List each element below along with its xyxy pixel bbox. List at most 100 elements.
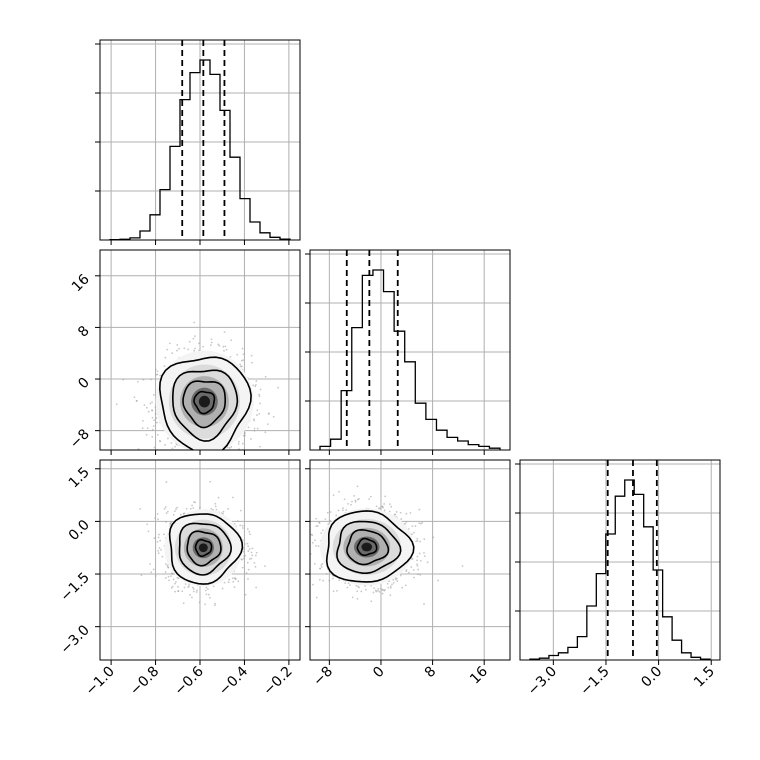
scatter-panel-p0-p2: [99, 459, 301, 661]
sample-point: [264, 431, 267, 434]
sample-point: [320, 564, 323, 567]
x-tick-label: −0.4: [216, 663, 251, 698]
sample-point: [303, 551, 305, 553]
sample-point: [409, 512, 412, 514]
sample-point: [241, 539, 244, 542]
sample-point: [157, 518, 159, 521]
sample-point: [400, 518, 403, 520]
sample-point: [140, 574, 143, 577]
sample-point: [243, 555, 246, 558]
sample-point: [218, 456, 220, 458]
sample-point: [416, 559, 418, 562]
sample-point: [213, 604, 216, 607]
sample-point: [217, 496, 220, 499]
sample-point: [205, 586, 208, 589]
sample-point: [167, 575, 170, 578]
x-tick-label: 0.0: [638, 664, 665, 691]
sample-point: [230, 446, 233, 448]
density-region: [198, 395, 210, 408]
y-tick-label: −3.0: [57, 622, 92, 657]
sample-point: [277, 386, 280, 389]
sample-point: [152, 425, 155, 427]
sample-point: [184, 583, 187, 585]
sample-point: [239, 365, 242, 368]
sample-point: [383, 509, 386, 512]
sample-point: [151, 409, 153, 412]
sample-point: [395, 578, 397, 581]
x-tick-label: −1.5: [577, 664, 612, 699]
sample-point: [343, 498, 346, 501]
sample-point: [217, 343, 220, 346]
sample-point: [316, 525, 319, 527]
x-tick-label: 0: [370, 664, 388, 682]
sample-point: [141, 427, 144, 430]
sample-point: [175, 508, 177, 511]
sample-point: [192, 588, 195, 590]
sample-point: [176, 344, 179, 346]
sample-point: [236, 520, 239, 522]
sample-point: [338, 579, 341, 582]
sample-point: [173, 510, 176, 513]
sample-point: [253, 418, 255, 421]
sample-point: [187, 348, 189, 351]
y-tick-label: −8: [67, 426, 93, 452]
sample-point: [318, 578, 321, 581]
density-region: [361, 542, 373, 552]
y-tick-label: 0.0: [66, 517, 93, 544]
sample-point: [181, 590, 184, 593]
sample-point: [407, 571, 410, 574]
sample-point: [421, 521, 424, 524]
sample-point: [210, 507, 213, 510]
sample-point: [236, 353, 239, 356]
sample-point: [154, 575, 157, 577]
sample-point: [198, 342, 200, 345]
sample-point: [212, 585, 215, 588]
sample-point: [212, 462, 214, 464]
sample-point: [389, 586, 392, 589]
sample-point: [168, 342, 171, 345]
sample-point: [228, 447, 231, 449]
sample-point: [151, 435, 154, 438]
sample-point: [164, 571, 167, 573]
sample-point: [209, 596, 211, 599]
sample-point: [341, 509, 344, 512]
sample-point: [233, 577, 236, 579]
sample-point: [250, 438, 252, 440]
sample-point: [251, 554, 254, 557]
sample-point: [194, 501, 197, 504]
contour-line: [158, 356, 252, 450]
sample-point: [214, 505, 217, 508]
contour-line: [182, 380, 226, 429]
sample-point: [156, 421, 158, 424]
sample-point: [188, 340, 191, 343]
sample-point: [209, 344, 212, 347]
sample-point: [314, 539, 316, 542]
sample-point: [150, 571, 153, 574]
sample-point: [246, 561, 249, 564]
sample-point: [272, 415, 275, 418]
sample-point: [198, 601, 201, 604]
sample-point: [338, 490, 340, 493]
sample-point: [156, 373, 159, 376]
sample-point: [225, 348, 228, 351]
sample-point: [241, 524, 244, 527]
sample-point: [194, 347, 196, 350]
sample-point: [242, 353, 245, 356]
sample-point: [191, 586, 194, 589]
sample-point: [122, 378, 125, 381]
sample-point: [354, 500, 357, 503]
sample-point: [156, 370, 159, 373]
sample-point: [322, 529, 324, 532]
sample-point: [191, 504, 193, 507]
sample-point: [336, 590, 338, 592]
sample-point: [358, 586, 360, 589]
sample-point: [225, 453, 227, 455]
sample-point: [239, 524, 242, 527]
sample-point: [216, 451, 218, 453]
sample-point: [206, 588, 209, 590]
sample-point: [205, 455, 207, 457]
sample-point: [239, 509, 242, 512]
sample-point: [192, 590, 195, 593]
sample-point: [332, 590, 335, 593]
sample-point: [165, 454, 167, 456]
